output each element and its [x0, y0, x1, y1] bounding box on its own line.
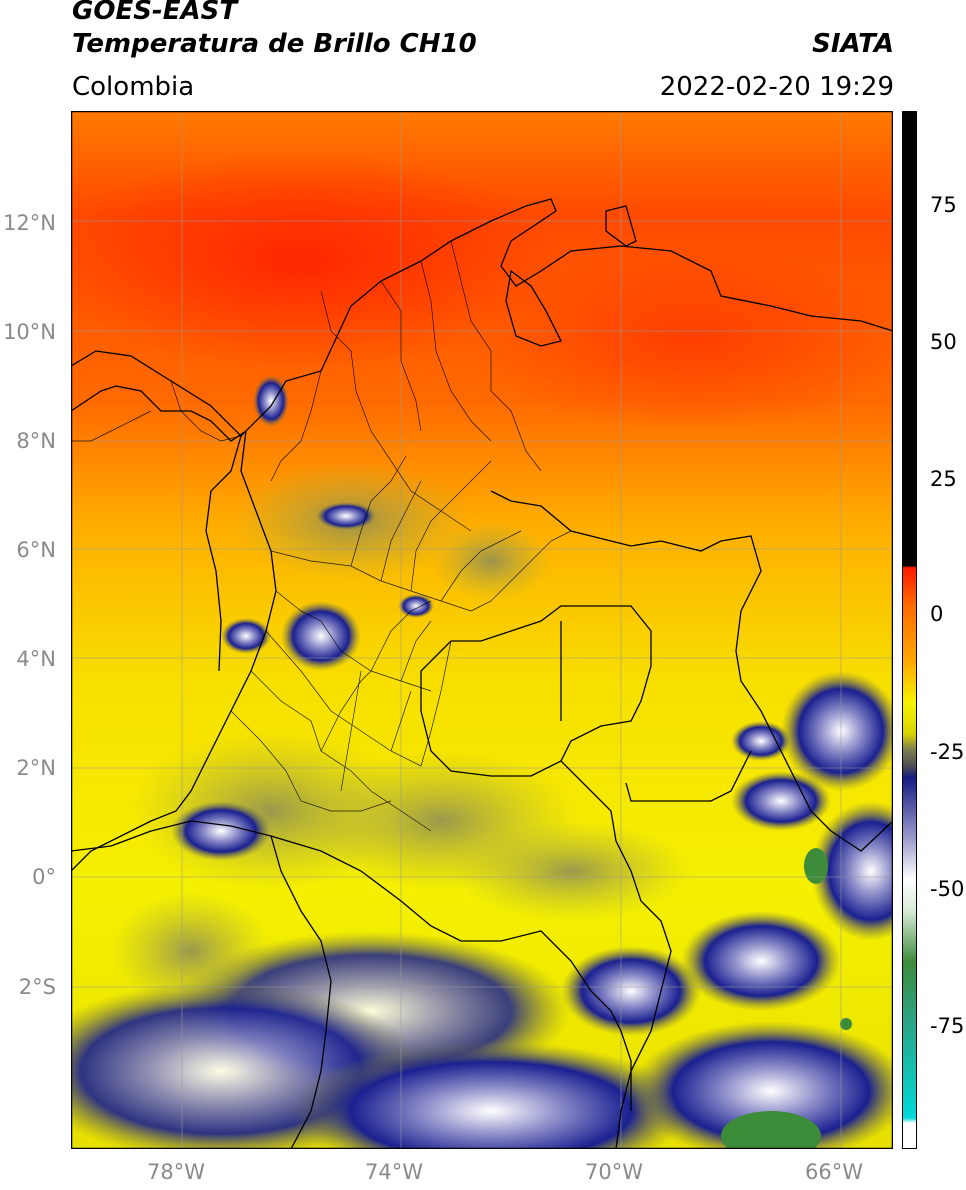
organization-label: SIATA [812, 29, 894, 59]
colorbar-tick-label: -75 [930, 1014, 965, 1038]
colorbar-tick-label: -50 [930, 877, 965, 901]
region-label: Colombia [72, 72, 195, 102]
country-borders [71, 198, 893, 1149]
lat-tick-label: 0° [32, 865, 56, 889]
lat-tick-label: 2°S [18, 975, 56, 999]
lat-tick-label: 2°N [16, 756, 56, 780]
lon-tick-label: 66°W [805, 1160, 863, 1184]
map-svg [71, 111, 893, 1149]
colorbar-tick-label: 50 [930, 330, 957, 354]
warm-area [471, 251, 893, 431]
lat-tick-label: 8°N [16, 429, 56, 453]
satellite-title: GOES-EAST [72, 0, 238, 26]
colorbar-svg [902, 111, 917, 1149]
map-frame [71, 111, 893, 1149]
lat-tick-label: 12°N [3, 211, 56, 235]
colorbar-tick-label: 25 [930, 467, 957, 491]
department-borders [71, 240, 572, 832]
gridlines [71, 111, 893, 1149]
colorbar-tick-label: -25 [930, 740, 965, 764]
lon-tick-label: 70°W [585, 1160, 643, 1184]
warm-area [71, 151, 561, 371]
product-title: Temperatura de Brillo CH10 [72, 29, 477, 59]
lat-tick-label: 10°N [3, 320, 56, 344]
lat-tick-label: 4°N [16, 647, 56, 671]
lat-tick-label: 6°N [16, 538, 56, 562]
satellite-map[interactable] [71, 111, 893, 1149]
colorbar-tick-label: 0 [930, 602, 944, 626]
lon-tick-label: 78°W [147, 1160, 205, 1184]
colorbar-tick-label: 75 [930, 193, 957, 217]
timestamp-label: 2022-02-20 19:29 [659, 72, 894, 102]
lon-tick-label: 74°W [365, 1160, 423, 1184]
colorbar [902, 111, 917, 1149]
